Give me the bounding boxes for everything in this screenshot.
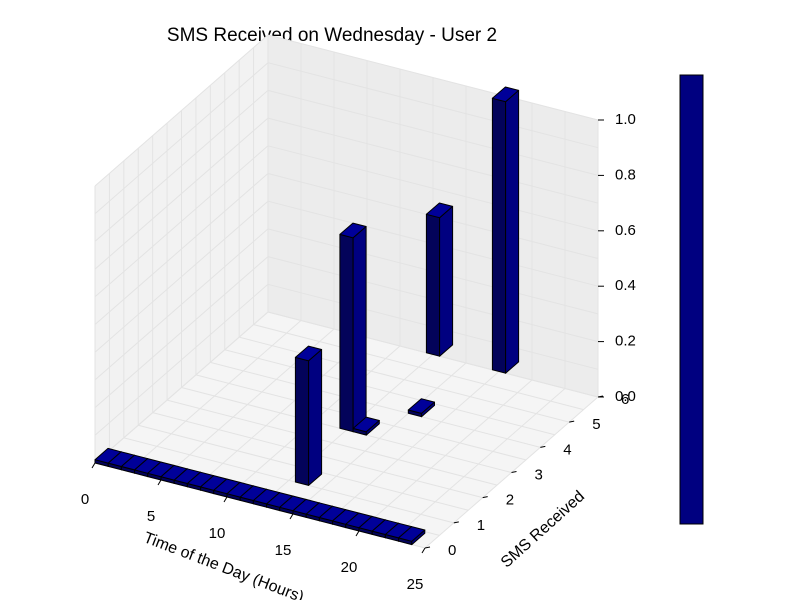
- bar: [425, 202, 454, 357]
- bar-top-face: [339, 222, 367, 239]
- tick-mark: [453, 521, 459, 524]
- grid-line: [239, 336, 570, 423]
- x-tick-label: 25: [407, 576, 424, 593]
- tick-mark: [157, 479, 162, 486]
- grid-line: [166, 399, 498, 486]
- y-tick-label: 5: [592, 416, 600, 433]
- x-tick-label: 5: [147, 508, 155, 525]
- x-tick-label: 20: [341, 559, 358, 576]
- grid-line: [123, 437, 454, 524]
- bar-top-face: [491, 86, 520, 103]
- grid-line: [94, 62, 269, 215]
- grid-line: [94, 173, 269, 325]
- bar-front-face: [294, 356, 310, 486]
- y-tick-label: 6: [621, 391, 629, 408]
- x-tick-label: 10: [209, 525, 226, 542]
- bar-top-face: [407, 398, 435, 414]
- grid-line: [253, 324, 584, 411]
- grid-line: [94, 145, 269, 298]
- colorbar-bar: [679, 74, 704, 525]
- bar: [407, 398, 435, 418]
- y-tick-label: 4: [563, 441, 571, 458]
- y-tick-label: 2: [506, 492, 514, 509]
- tick-mark: [91, 462, 96, 469]
- tick-mark: [511, 471, 517, 473]
- grid-line: [267, 34, 599, 121]
- grid-line: [267, 62, 599, 149]
- tick-mark: [569, 420, 575, 423]
- grid-line: [94, 256, 269, 408]
- tick-mark: [424, 546, 431, 549]
- bar-side-face: [352, 226, 367, 433]
- bar-side-face: [439, 205, 454, 357]
- bar-side-face: [308, 349, 323, 486]
- bar-top-face: [398, 526, 426, 542]
- bar-front-face: [491, 97, 507, 374]
- tick-mark: [289, 513, 294, 520]
- grid-line: [94, 117, 269, 270]
- bars: [94, 86, 520, 546]
- tick-mark: [482, 496, 488, 499]
- z-tick-label: 0.0: [615, 388, 636, 405]
- bar-front-face: [425, 213, 441, 357]
- tick-mark: [223, 496, 228, 503]
- z-tick-label: 1.0: [615, 111, 636, 128]
- colorbar: [679, 74, 704, 525]
- chart-title: SMS Received on Wednesday - User 2: [167, 25, 497, 46]
- bar-top-face: [294, 345, 323, 362]
- grid-line: [94, 34, 269, 187]
- bar: [491, 86, 520, 374]
- grid-line: [210, 361, 541, 448]
- y-tick-label: 0: [448, 542, 456, 559]
- tick-mark: [540, 445, 546, 448]
- bar-front-face: [339, 233, 354, 433]
- bar-top-face: [425, 202, 454, 219]
- axis-ticks: 0 5 10 15 20 25 0 1 2 3 4 5 60.0 0.2 0.4 0.6 0.8 1.0: [81, 111, 636, 593]
- z-tick-label: 0.8: [615, 166, 636, 183]
- bar-side-face: [505, 89, 520, 374]
- grid-line: [267, 117, 599, 204]
- grid-line: [224, 349, 555, 436]
- bar: [294, 345, 323, 486]
- z-tick-label: 0.4: [615, 277, 636, 294]
- z-tick-label: 0.2: [615, 333, 636, 350]
- bar: [352, 416, 380, 436]
- grid-line: [94, 228, 269, 381]
- bar-top-face: [352, 416, 380, 433]
- grid-line: [94, 283, 269, 436]
- grid-line: [94, 200, 269, 353]
- grid-line: [94, 90, 269, 242]
- x-tick-label: 0: [81, 491, 89, 508]
- grid-line: [267, 89, 599, 176]
- y-tick-label: 3: [535, 466, 543, 483]
- z-tick-label: 0.6: [615, 222, 636, 239]
- bar: [339, 222, 367, 433]
- bar: [398, 526, 426, 546]
- tick-mark: [421, 547, 426, 554]
- grid-line: [94, 311, 269, 464]
- grid-line: [267, 145, 599, 232]
- x-tick-label: 15: [275, 542, 292, 559]
- tick-mark: [355, 530, 360, 537]
- y-tick-label: 1: [477, 517, 485, 534]
